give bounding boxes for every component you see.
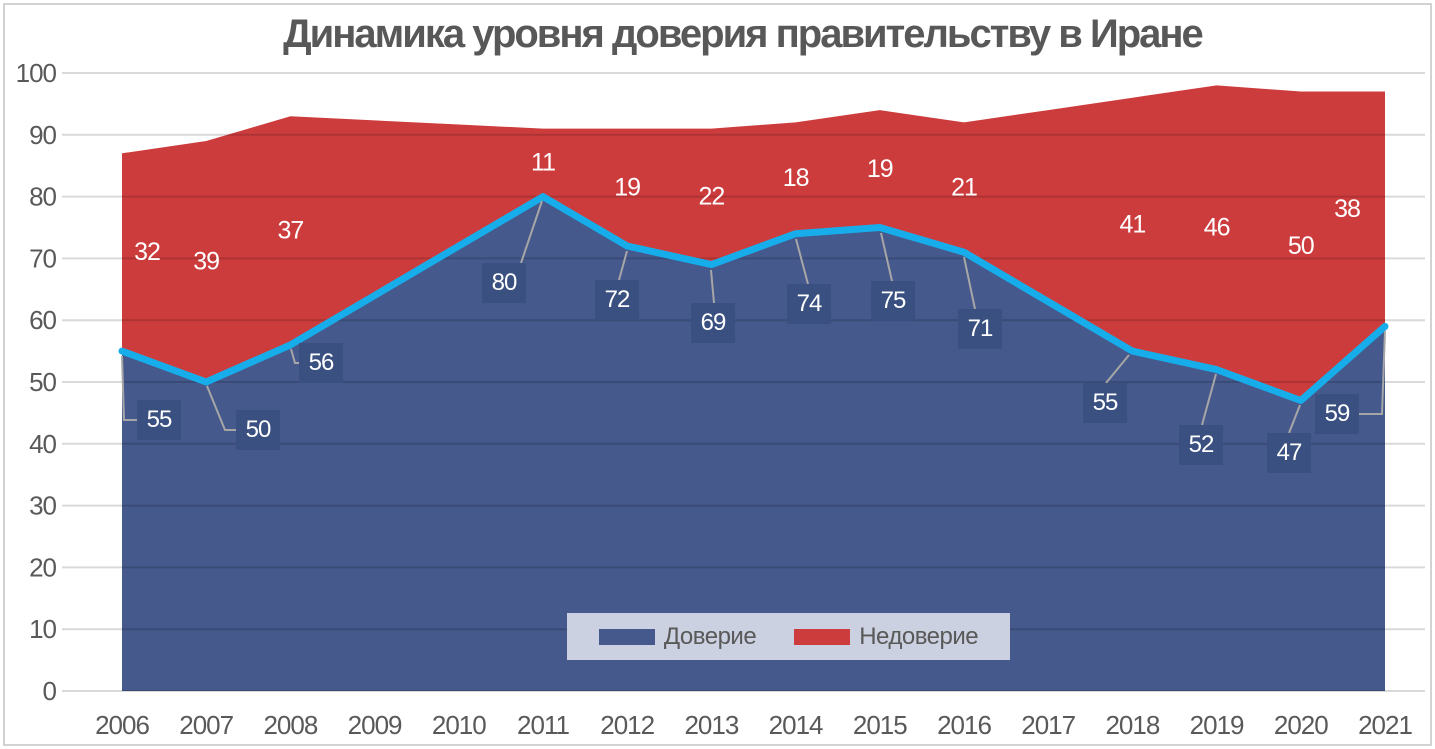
distrust-value-label: 38 [1334, 195, 1360, 223]
x-axis-tick-label: 2010 [432, 710, 486, 740]
trust-label-box [691, 303, 735, 343]
y-axis-tick-label: 90 [29, 120, 56, 150]
leader-line [1105, 354, 1130, 384]
distrust-value-label: 18 [783, 164, 809, 192]
leader-line [1359, 330, 1386, 415]
trust-label-box [595, 280, 639, 320]
trust-label-box [1179, 425, 1223, 465]
trust-label-box [787, 284, 831, 324]
y-axis-tick-label: 20 [29, 552, 56, 582]
legend-item-distrust: Недоверие [794, 622, 979, 651]
y-axis-tick-label: 50 [29, 367, 56, 397]
trust-label-box [1083, 383, 1127, 423]
x-axis-tick-label: 2016 [937, 710, 991, 740]
leader-line [520, 200, 543, 264]
trust-label-box [299, 343, 343, 383]
leader-line [963, 256, 976, 310]
trust-value-label: 47 [1277, 439, 1302, 466]
leader-line [290, 348, 299, 364]
x-axis-tick-label: 2011 [517, 710, 569, 740]
distrust-value-label: 39 [193, 247, 219, 275]
leader-line [795, 238, 809, 285]
y-axis-tick-label: 40 [29, 429, 56, 459]
distrust-area [122, 85, 1385, 401]
leader-line [206, 385, 236, 431]
x-axis-tick-label: 2008 [263, 710, 317, 740]
trust-value-label: 72 [605, 286, 630, 313]
y-axis-tick-label: 70 [29, 243, 56, 273]
x-axis-tick-label: 2006 [95, 710, 149, 740]
distrust-value-label: 50 [1288, 232, 1314, 260]
trust-label-box [482, 263, 526, 303]
distrust-value-label: 41 [1119, 210, 1145, 238]
trust-label-box [958, 309, 1002, 349]
trust-value-label: 71 [968, 315, 993, 342]
legend-swatch-trust [598, 628, 655, 645]
x-axis-tick-label: 2012 [600, 710, 654, 740]
distrust-value-label: 19 [614, 173, 640, 201]
trust-value-label: 56 [309, 349, 334, 376]
trust-label-box [236, 410, 280, 450]
leader-line [710, 269, 715, 304]
trust-value-label: 80 [492, 269, 517, 296]
trust-label-box [1267, 433, 1311, 473]
leader-line [880, 232, 893, 282]
x-axis-tick-label: 2019 [1190, 710, 1244, 740]
trust-value-label: 50 [246, 416, 271, 443]
distrust-value-label: 11 [531, 149, 555, 177]
y-axis-tick-label: 0 [43, 676, 57, 706]
trust-label-box [137, 400, 181, 440]
distrust-value-label: 22 [698, 183, 724, 211]
legend-swatch-distrust [794, 628, 851, 645]
trust-value-label: 59 [1325, 400, 1350, 427]
chart-title: Динамика уровня доверия правительству в … [283, 12, 1204, 56]
distrust-value-label: 21 [951, 173, 977, 201]
y-axis-tick-label: 60 [29, 305, 56, 335]
y-axis-tick-label: 30 [29, 491, 56, 521]
y-axis-tick-label: 100 [16, 58, 57, 88]
leader-line [1288, 404, 1301, 434]
leader-line [121, 355, 137, 421]
x-axis-tick-label: 2007 [179, 710, 233, 740]
trust-line [118, 193, 1389, 404]
distrust-value-label: 32 [134, 238, 160, 266]
leader-line [618, 250, 628, 281]
trust-value-label: 55 [1093, 389, 1118, 416]
legend-label-trust: Доверие [663, 622, 757, 650]
trust-area [122, 196, 1385, 691]
legend-item-trust: Доверие [598, 622, 757, 651]
trust-value-label: 55 [147, 406, 172, 433]
y-axis-tick-label: 80 [29, 182, 56, 212]
x-axis-tick-label: 2020 [1274, 710, 1328, 740]
trust-label-box [871, 281, 915, 321]
y-axis-tick-label: 10 [29, 614, 56, 644]
trust-value-label: 74 [797, 290, 822, 317]
x-axis-tick-label: 2017 [1021, 710, 1075, 740]
trust-label-box [1315, 394, 1359, 434]
trust-value-label: 69 [701, 309, 726, 336]
legend-label-distrust: Недоверие [859, 622, 979, 650]
x-axis-tick-label: 2009 [348, 710, 402, 740]
trust-value-label: 75 [881, 287, 906, 314]
leader-line [1201, 373, 1217, 426]
x-axis-tick-label: 2014 [769, 710, 823, 740]
trust-value-label: 52 [1189, 431, 1214, 458]
distrust-value-label: 19 [867, 155, 893, 183]
x-axis-tick-label: 2015 [853, 710, 907, 740]
x-axis-tick-label: 2018 [1105, 710, 1159, 740]
distrust-value-label: 46 [1204, 214, 1230, 242]
distrust-value-label: 37 [277, 217, 303, 245]
x-axis-tick-label: 2021 [1358, 710, 1412, 740]
x-axis-tick-label: 2013 [684, 710, 738, 740]
legend: Доверие Недоверие [567, 613, 1010, 660]
